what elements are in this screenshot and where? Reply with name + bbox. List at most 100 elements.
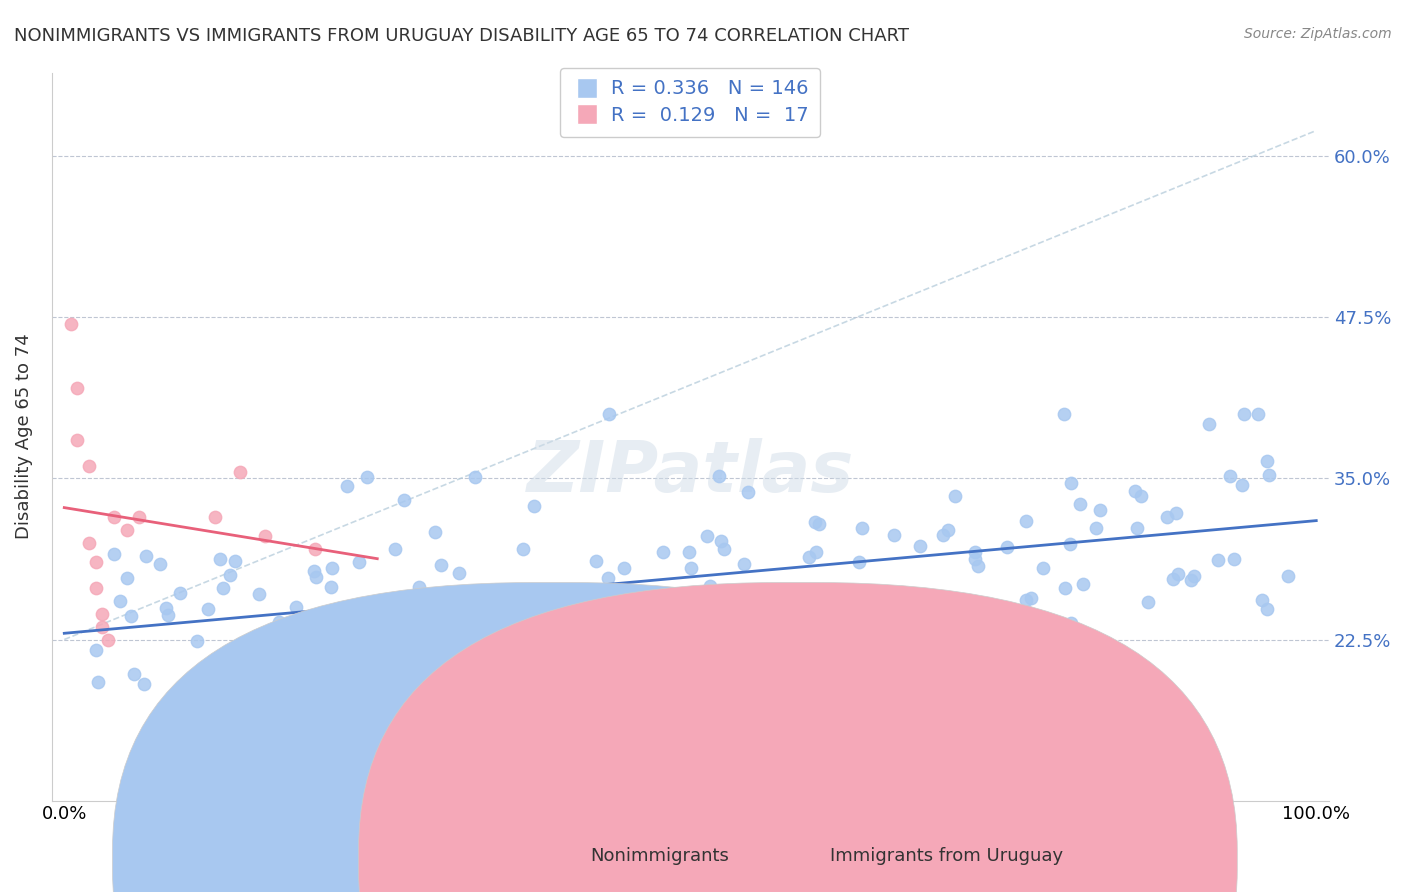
Point bbox=[806, 545, 828, 559]
Point bbox=[381, 615, 404, 630]
Point bbox=[321, 560, 343, 574]
Text: NONIMMIGRANTS VS IMMIGRANTS FROM URUGUAY DISABILITY AGE 65 TO 74 CORRELATION CHA: NONIMMIGRANTS VS IMMIGRANTS FROM URUGUAY… bbox=[14, 27, 910, 45]
Point bbox=[474, 640, 496, 655]
Point bbox=[304, 542, 326, 557]
Point bbox=[742, 625, 765, 640]
Point bbox=[995, 541, 1018, 555]
Point bbox=[87, 675, 110, 690]
Point bbox=[1060, 476, 1083, 491]
Point bbox=[1223, 551, 1246, 566]
Point bbox=[1015, 592, 1038, 607]
Point bbox=[384, 541, 406, 556]
Point bbox=[347, 555, 370, 569]
Point bbox=[135, 549, 157, 564]
Point bbox=[1130, 489, 1153, 503]
Point bbox=[1251, 593, 1274, 607]
Point bbox=[737, 484, 759, 499]
Point bbox=[456, 647, 478, 661]
Point bbox=[432, 593, 454, 607]
Point bbox=[471, 632, 494, 646]
Point bbox=[1123, 483, 1146, 498]
Point bbox=[472, 584, 495, 599]
Point bbox=[66, 433, 89, 447]
Point bbox=[108, 594, 131, 608]
Point bbox=[149, 558, 172, 572]
Point bbox=[713, 541, 735, 556]
Point bbox=[249, 630, 271, 644]
Point bbox=[302, 564, 325, 578]
Text: Nonimmigrants: Nonimmigrants bbox=[591, 847, 730, 865]
Point bbox=[430, 558, 453, 572]
Text: Immigrants from Uruguay: Immigrants from Uruguay bbox=[830, 847, 1063, 865]
Point bbox=[936, 523, 959, 537]
Point bbox=[1208, 553, 1230, 567]
Point bbox=[598, 407, 620, 421]
Point bbox=[835, 632, 858, 647]
Point bbox=[938, 603, 960, 617]
Point bbox=[1180, 573, 1202, 587]
Point bbox=[512, 542, 534, 557]
Point bbox=[1054, 582, 1077, 596]
Point bbox=[651, 544, 673, 558]
Point bbox=[1256, 602, 1278, 616]
Point bbox=[821, 623, 844, 637]
Point bbox=[696, 529, 718, 543]
Point bbox=[103, 510, 125, 524]
Point bbox=[1258, 467, 1281, 482]
Point bbox=[1014, 514, 1036, 528]
Point bbox=[1052, 407, 1074, 421]
Point bbox=[90, 620, 112, 634]
Point bbox=[804, 516, 827, 530]
Point bbox=[1032, 560, 1054, 574]
Point bbox=[520, 662, 543, 676]
Point bbox=[1019, 591, 1042, 605]
Point bbox=[425, 524, 447, 539]
Point bbox=[356, 470, 378, 484]
Point bbox=[613, 560, 636, 574]
Point bbox=[1247, 407, 1270, 421]
Point bbox=[679, 561, 702, 575]
Point bbox=[464, 470, 486, 484]
Point bbox=[224, 554, 246, 568]
Point bbox=[115, 523, 138, 537]
Point bbox=[1161, 572, 1184, 586]
Point bbox=[703, 644, 725, 658]
Point bbox=[596, 571, 619, 585]
Point bbox=[1090, 502, 1112, 516]
Point bbox=[797, 550, 820, 565]
Point bbox=[1071, 576, 1094, 591]
Point bbox=[963, 552, 986, 566]
Point bbox=[90, 607, 112, 621]
Point bbox=[1164, 506, 1187, 520]
Point bbox=[134, 676, 156, 690]
Point bbox=[550, 591, 572, 605]
Point bbox=[1182, 569, 1205, 583]
Point bbox=[945, 489, 967, 503]
Point bbox=[631, 624, 654, 639]
Point bbox=[759, 622, 782, 636]
Point bbox=[852, 624, 875, 639]
Point bbox=[709, 469, 731, 483]
Point bbox=[219, 567, 242, 582]
Point bbox=[1156, 509, 1178, 524]
Point bbox=[419, 598, 441, 612]
Point bbox=[815, 655, 838, 669]
Point bbox=[488, 612, 510, 626]
Point bbox=[122, 667, 145, 681]
Point bbox=[84, 581, 107, 595]
Point bbox=[253, 529, 276, 543]
Point bbox=[733, 557, 755, 571]
Point bbox=[285, 600, 308, 615]
Point bbox=[299, 667, 322, 681]
Point bbox=[1277, 569, 1299, 583]
Point bbox=[301, 642, 323, 657]
Point bbox=[965, 545, 987, 559]
Point bbox=[186, 634, 208, 648]
Point bbox=[209, 552, 232, 566]
Point bbox=[157, 607, 180, 622]
Point bbox=[479, 582, 502, 597]
Point bbox=[66, 381, 89, 395]
Text: Source: ZipAtlas.com: Source: ZipAtlas.com bbox=[1244, 27, 1392, 41]
Point bbox=[1017, 606, 1039, 620]
Point bbox=[910, 539, 932, 553]
